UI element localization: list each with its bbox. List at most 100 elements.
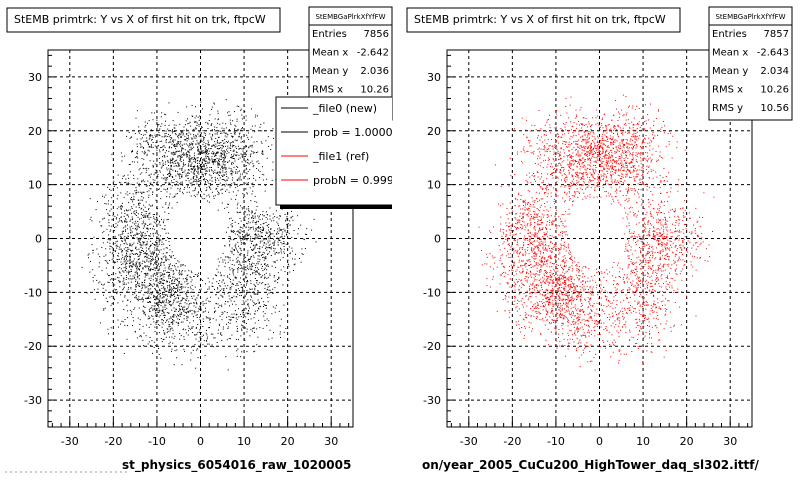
- data-point: [251, 256, 252, 257]
- data-point: [553, 149, 554, 150]
- data-point: [140, 335, 141, 336]
- data-point: [210, 148, 211, 149]
- data-point: [190, 134, 191, 135]
- data-point: [507, 274, 508, 275]
- data-point: [200, 169, 201, 170]
- data-point: [159, 150, 160, 151]
- data-point: [107, 329, 108, 330]
- data-point: [153, 137, 154, 138]
- data-point: [206, 153, 207, 154]
- data-point: [131, 279, 132, 280]
- data-point: [162, 259, 163, 260]
- data-point: [255, 272, 256, 273]
- data-point: [160, 283, 161, 284]
- data-point: [82, 267, 83, 268]
- data-point: [137, 229, 138, 230]
- data-point: [187, 138, 188, 139]
- data-point: [185, 271, 186, 272]
- data-point: [242, 327, 243, 328]
- data-point: [620, 330, 621, 331]
- data-point: [137, 261, 138, 262]
- data-point: [255, 267, 256, 268]
- data-point: [542, 261, 543, 262]
- data-point: [245, 316, 246, 317]
- data-point: [132, 266, 133, 267]
- data-point: [165, 322, 166, 323]
- data-point: [616, 331, 617, 332]
- data-point: [233, 163, 234, 164]
- data-point: [125, 193, 126, 194]
- data-point: [585, 172, 586, 173]
- data-point: [200, 337, 201, 338]
- x-tick-label: 30: [324, 435, 338, 448]
- data-point: [222, 123, 223, 124]
- data-point: [228, 227, 229, 228]
- data-point: [143, 299, 144, 300]
- data-point: [136, 190, 137, 191]
- data-point: [241, 325, 242, 326]
- data-point: [615, 311, 616, 312]
- data-point: [220, 183, 221, 184]
- data-point: [129, 132, 130, 133]
- data-point: [213, 164, 214, 165]
- data-point: [196, 171, 197, 172]
- data-point: [161, 191, 162, 192]
- data-point: [219, 161, 220, 162]
- data-point: [142, 158, 143, 159]
- data-point: [280, 334, 281, 335]
- data-point: [196, 327, 197, 328]
- data-point: [186, 138, 187, 139]
- data-point: [148, 144, 149, 145]
- data-point: [137, 277, 138, 278]
- data-point: [170, 264, 171, 265]
- data-point: [190, 292, 191, 293]
- data-point: [245, 152, 246, 153]
- data-point: [235, 247, 236, 248]
- data-point: [142, 287, 143, 288]
- data-point: [219, 131, 220, 132]
- data-point: [142, 241, 143, 242]
- data-point: [197, 163, 198, 164]
- data-point: [255, 246, 256, 247]
- data-point: [241, 271, 242, 272]
- data-point: [613, 201, 614, 202]
- data-point: [254, 263, 255, 264]
- data-point: [92, 269, 93, 270]
- data-point: [229, 296, 230, 297]
- data-point: [255, 180, 256, 181]
- data-point: [265, 284, 266, 285]
- data-point: [198, 117, 199, 118]
- data-point: [156, 150, 157, 151]
- data-point: [138, 204, 139, 205]
- data-point: [246, 269, 247, 270]
- data-point: [241, 153, 242, 154]
- data-point: [237, 140, 238, 141]
- data-point: [217, 123, 218, 124]
- data-point: [126, 237, 127, 238]
- data-point: [267, 214, 268, 215]
- data-point: [165, 179, 166, 180]
- data-point: [197, 348, 198, 349]
- data-point: [158, 306, 159, 307]
- data-point: [647, 161, 648, 162]
- data-point: [176, 194, 177, 195]
- data-point: [567, 299, 568, 300]
- data-point: [253, 229, 254, 230]
- data-point: [578, 152, 579, 153]
- data-point: [191, 158, 192, 159]
- data-point: [195, 138, 196, 139]
- data-point: [246, 285, 247, 286]
- data-point: [285, 230, 286, 231]
- data-point: [152, 292, 153, 293]
- data-point: [549, 266, 550, 267]
- data-point: [268, 236, 269, 237]
- data-point: [231, 297, 232, 298]
- data-point: [240, 238, 241, 239]
- data-point: [274, 242, 275, 243]
- data-point: [257, 267, 258, 268]
- data-point: [168, 312, 169, 313]
- data-point: [238, 190, 239, 191]
- data-point: [141, 244, 142, 245]
- data-point: [185, 164, 186, 165]
- data-point: [202, 159, 203, 160]
